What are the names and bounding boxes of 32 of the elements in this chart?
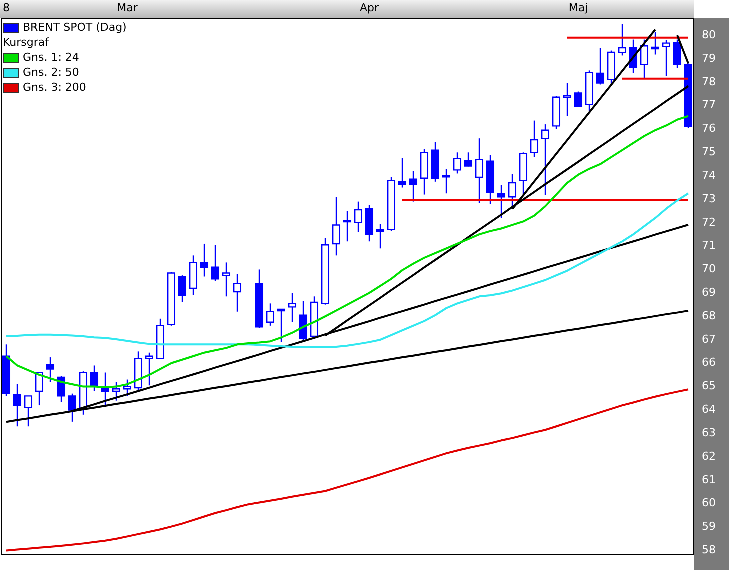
y-tick-label: 64 [702,403,716,416]
x-tick-label: Maj [568,1,588,14]
legend-label: Gns. 2: 50 [23,65,80,80]
y-tick-label: 70 [702,262,716,276]
y-tick-label: 59 [702,520,716,534]
y-tick-label: 60 [702,496,716,510]
y-tick-label: 71 [702,239,716,252]
annotation: Kursgraf [3,35,50,50]
y-tick-label: 74 [702,168,716,182]
legend-label: Gns. 3: 200 [23,80,86,95]
y-tick-label: 76 [702,122,716,136]
x-tick-label: Apr [360,1,380,14]
x-tick-label: Mar [117,1,138,14]
y-tick-label: 61 [702,473,716,486]
legend-label: Gns. 1: 24 [23,50,80,65]
y-tick-label: 68 [702,309,716,322]
y-tick-label: 58 [702,544,716,557]
y-tick-label: 79 [702,52,716,65]
y-tick-label: 62 [702,450,716,463]
y-tick-label: 75 [702,146,716,158]
y-tick-label: 67 [702,332,716,346]
y-tick-label: 77 [702,98,716,112]
legend-label: BRENT SPOT (Dag) [23,20,127,35]
y-tick-label: 72 [702,216,716,229]
y-tick-label: 80 [702,28,716,42]
y-tick-label: 78 [702,75,716,88]
y-tick-label: 65 [702,380,716,393]
y-tick-label: 66 [702,356,716,370]
y-tick-label: 69 [702,286,716,299]
y-tick-label: 63 [702,426,716,440]
x-tick-label: 8 [3,1,10,14]
y-tick-label: 73 [702,192,716,206]
